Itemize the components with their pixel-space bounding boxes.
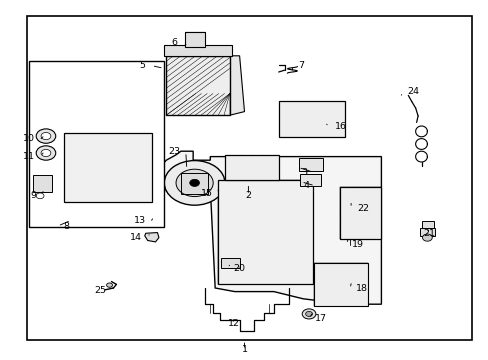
Text: 11: 11 (23, 152, 35, 161)
Text: 8: 8 (63, 222, 69, 231)
Bar (63, 133, 151, 202)
Polygon shape (144, 233, 159, 242)
Text: 19: 19 (351, 240, 364, 248)
Bar (221, 258, 239, 268)
Text: 16: 16 (334, 122, 346, 131)
Text: 20: 20 (233, 264, 245, 273)
Text: 12: 12 (227, 320, 239, 328)
Bar (166, 56, 229, 115)
Bar (29, 61, 163, 227)
Bar (299, 158, 322, 171)
Circle shape (189, 179, 199, 186)
Bar (181, 173, 207, 194)
Bar (421, 221, 433, 228)
Polygon shape (161, 151, 381, 304)
Text: 13: 13 (133, 216, 145, 225)
Text: 24: 24 (406, 87, 418, 96)
Circle shape (302, 309, 315, 319)
Text: 25: 25 (94, 287, 106, 295)
Text: 3: 3 (300, 167, 306, 176)
Bar (313, 263, 367, 306)
Circle shape (41, 132, 51, 140)
Bar (278, 101, 344, 137)
Bar (184, 32, 205, 47)
Polygon shape (229, 56, 244, 115)
Text: 4: 4 (303, 181, 308, 190)
Bar (300, 174, 320, 186)
Text: 23: 23 (167, 148, 180, 156)
Circle shape (422, 234, 431, 241)
Text: 5: 5 (140, 61, 145, 70)
Circle shape (305, 311, 312, 316)
Text: 6: 6 (171, 38, 177, 47)
Text: 14: 14 (129, 233, 142, 242)
Text: 15: 15 (200, 189, 212, 198)
Circle shape (176, 169, 213, 197)
Bar (419, 228, 434, 236)
Bar (217, 180, 312, 284)
Circle shape (36, 193, 44, 199)
Bar (33, 175, 52, 192)
Polygon shape (344, 235, 355, 245)
Text: 7: 7 (298, 61, 304, 70)
Text: 17: 17 (314, 314, 326, 323)
Circle shape (41, 149, 51, 157)
Text: 10: 10 (23, 134, 35, 143)
Text: 2: 2 (245, 191, 251, 199)
Bar (224, 155, 278, 180)
Circle shape (36, 146, 56, 160)
Circle shape (151, 217, 159, 222)
Bar (163, 45, 232, 56)
Circle shape (106, 283, 112, 287)
Text: 21: 21 (423, 229, 434, 238)
Circle shape (36, 129, 56, 143)
Text: 9: 9 (30, 191, 36, 199)
Circle shape (164, 161, 224, 205)
Text: 22: 22 (356, 204, 368, 212)
Bar (339, 187, 381, 239)
Text: 1: 1 (241, 346, 247, 354)
Text: 18: 18 (355, 284, 367, 293)
